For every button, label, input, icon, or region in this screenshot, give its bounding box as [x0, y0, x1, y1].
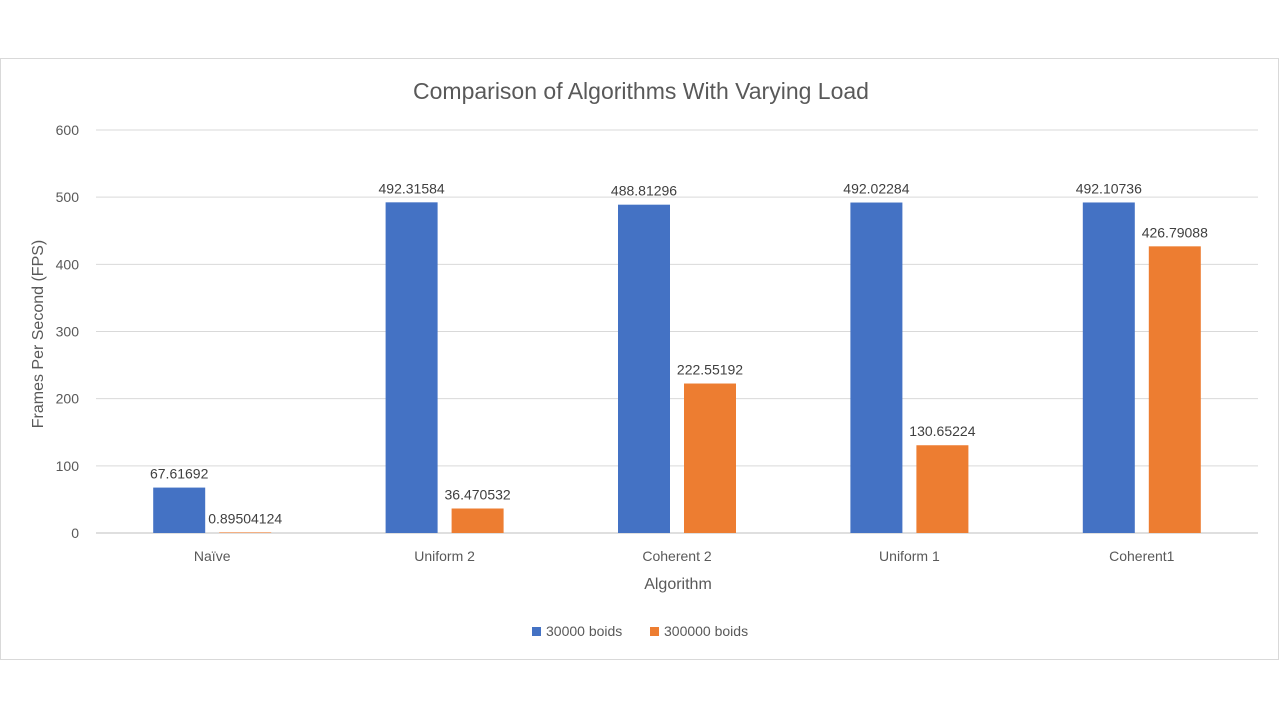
legend-label: 300000 boids	[664, 623, 748, 639]
data-label: 492.10736	[1076, 180, 1142, 196]
bars	[153, 202, 1201, 533]
bar-series-1	[1082, 202, 1135, 533]
data-label: 130.65224	[909, 423, 975, 439]
chart-area: Comparison of Algorithms With Varying Lo…	[0, 58, 1279, 660]
y-tick-label: 100	[56, 458, 80, 474]
bar-series-1	[618, 204, 670, 533]
bar-chart: Comparison of Algorithms With Varying Lo…	[30, 78, 1258, 639]
bar-series-2	[684, 383, 736, 533]
bar-series-1	[850, 202, 903, 533]
y-tick-label: 500	[56, 189, 80, 205]
x-axis-title: Algorithm	[644, 576, 712, 593]
y-axis-title: Frames Per Second (FPS)	[30, 240, 47, 429]
bar-series-1	[385, 202, 438, 533]
data-labels: 67.61692 0.89504124 492.31584 36.470532 488.…	[150, 180, 1208, 526]
data-label: 488.81296	[611, 183, 677, 199]
gridlines	[96, 129, 1258, 534]
bar-series-2	[219, 532, 272, 533]
legend-label: 30000 boids	[546, 623, 622, 639]
data-label: 0.89504124	[208, 510, 282, 526]
data-label: 36.470532	[445, 487, 511, 503]
x-category-label: Uniform 1	[879, 548, 940, 564]
x-category-label: Naïve	[194, 548, 231, 564]
y-tick-label: 400	[56, 256, 80, 272]
y-tick-label: 0	[71, 525, 79, 541]
bar-series-2	[916, 445, 969, 533]
data-label: 222.55192	[677, 362, 743, 378]
bar-series-1	[153, 487, 206, 533]
bar-series-2	[451, 508, 504, 533]
legend-swatch	[532, 627, 541, 636]
chart-title: Comparison of Algorithms With Varying Lo…	[413, 78, 869, 104]
y-tick-label: 600	[56, 122, 80, 138]
x-category-label: Coherent 2	[642, 548, 711, 564]
legend: 30000 boids 300000 boids	[532, 623, 748, 639]
data-label: 426.79088	[1142, 224, 1208, 240]
y-axis-ticks: 0 100 200 300 400 500 600	[56, 122, 80, 541]
x-category-label: Coherent1	[1109, 548, 1175, 564]
y-tick-label: 200	[56, 391, 80, 407]
data-label: 67.61692	[150, 466, 209, 482]
bar-series-2	[1148, 246, 1201, 533]
data-label: 492.02284	[843, 181, 909, 197]
data-label: 492.31584	[379, 180, 445, 196]
legend-swatch	[650, 627, 659, 636]
x-category-label: Uniform 2	[414, 548, 475, 564]
y-tick-label: 300	[56, 324, 80, 340]
x-axis-categories: Naïve Uniform 2 Coherent 2 Uniform 1 Coheren…	[194, 548, 1175, 564]
